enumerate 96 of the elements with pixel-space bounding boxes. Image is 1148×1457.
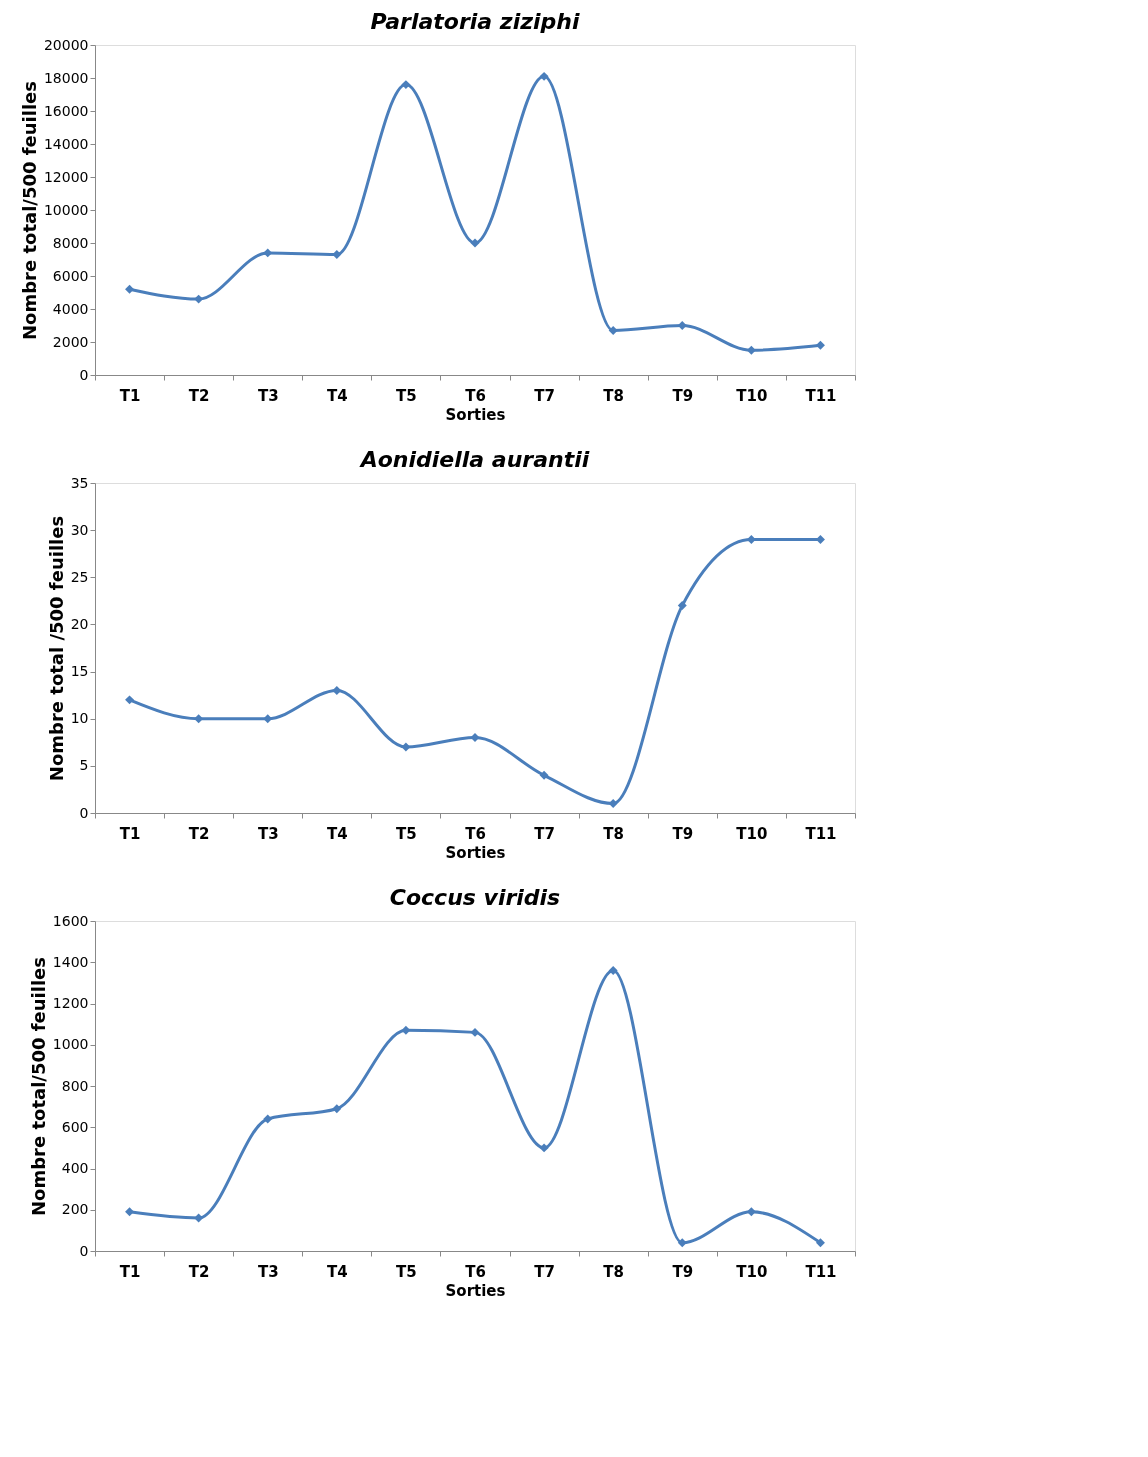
y-tick-label: 600 — [61, 1118, 89, 1135]
chart-title: Parlatoria ziziphi — [370, 9, 580, 34]
x-tick-label: T8 — [603, 1262, 625, 1281]
point — [815, 340, 825, 350]
y-tick-label: 0 — [79, 804, 89, 821]
point — [263, 1114, 273, 1124]
point — [677, 321, 687, 330]
point — [677, 1238, 687, 1248]
y-tick-label: 20000 — [43, 36, 89, 53]
x-tick-label: T5 — [396, 1262, 417, 1281]
x-tick-label: T7 — [534, 386, 555, 405]
y-tick-label: 800 — [61, 1077, 89, 1094]
x-tick-label: T5 — [396, 386, 417, 405]
x-tick-label: T11 — [805, 1262, 837, 1281]
x-tick-label: T1 — [119, 824, 141, 843]
x-tick-label: T1 — [119, 386, 141, 405]
point — [746, 1207, 756, 1217]
x-tick-label: T6 — [465, 386, 486, 405]
x-tick-label: T9 — [672, 824, 694, 843]
chart-title: Aonidiella aurantii — [358, 447, 590, 472]
x-tick-label: T3 — [257, 386, 279, 405]
point — [746, 345, 756, 355]
point — [470, 1027, 480, 1037]
x-tick-label: T10 — [736, 1262, 768, 1281]
point — [539, 71, 549, 81]
y-axis-title: Nombre total/500 feuilles — [18, 80, 40, 341]
point — [470, 238, 480, 248]
y-tick-label: 12000 — [43, 168, 89, 185]
x-tick-label: T2 — [188, 824, 210, 843]
y-axis-title: Nombre total/500 feuilles — [27, 956, 49, 1217]
x-tick-label: T4 — [326, 824, 348, 843]
point — [401, 1025, 411, 1035]
point — [125, 284, 135, 294]
chart-title: Coccus viridis — [389, 885, 561, 910]
y-tick-label: 400 — [61, 1160, 89, 1176]
y-tick-label: 30 — [70, 521, 89, 538]
x-tick-label: T9 — [672, 386, 694, 405]
point — [194, 1213, 204, 1223]
point — [539, 770, 549, 780]
point — [677, 601, 687, 611]
x-tick-label: T10 — [736, 824, 768, 843]
y-tick-label: 1400 — [52, 953, 89, 970]
x-axis-title: Sorties — [445, 1281, 506, 1300]
x-tick-label: T4 — [326, 1262, 348, 1281]
point — [401, 742, 411, 752]
x-tick-label: T3 — [257, 824, 279, 843]
point — [125, 695, 135, 705]
point — [332, 685, 342, 695]
y-tick-label: 14000 — [43, 135, 89, 152]
y-tick-label: 10 — [70, 710, 89, 727]
y-tick-label: 16000 — [43, 102, 89, 119]
y-tick-label: 1200 — [52, 995, 89, 1011]
y-tick-label: 25 — [70, 568, 89, 585]
x-axis-title: Sorties — [445, 405, 506, 424]
x-tick-label: T7 — [534, 824, 555, 843]
y-tick-label: 18000 — [43, 69, 89, 86]
x-tick-label: T11 — [805, 824, 837, 843]
y-axis-title: Nombre total /500 feuilles — [45, 515, 67, 782]
x-tick-label: T7 — [534, 1262, 555, 1281]
y-tick-label: 0 — [79, 366, 89, 383]
point — [401, 80, 411, 90]
y-tick-label: 10000 — [43, 201, 89, 218]
y-tick-label: 0 — [79, 1242, 89, 1259]
x-tick-label: T2 — [188, 1262, 210, 1281]
x-tick-label: T8 — [603, 824, 625, 843]
x-tick-label: T3 — [257, 1262, 279, 1281]
point — [332, 1104, 342, 1114]
x-tick-label: T6 — [465, 1262, 486, 1281]
x-tick-label: T6 — [465, 824, 486, 843]
y-tick-label: 8000 — [52, 234, 89, 251]
y-tick-label: 5 — [79, 757, 89, 774]
y-tick-label: 200 — [61, 1201, 89, 1218]
x-tick-label: T8 — [603, 386, 625, 405]
y-tick-label: 6000 — [52, 267, 89, 284]
y-tick-label: 1000 — [52, 1036, 89, 1053]
y-tick-label: 35 — [70, 474, 89, 491]
point — [608, 966, 618, 975]
y-tick-label: 1600 — [52, 912, 89, 929]
point — [608, 799, 618, 809]
x-axis-title: Sorties — [445, 843, 506, 862]
x-tick-label: T1 — [119, 1262, 141, 1281]
x-tick-label: T9 — [672, 1262, 694, 1281]
point — [815, 1238, 825, 1248]
point — [470, 733, 480, 743]
x-tick-label: T11 — [805, 386, 837, 405]
y-tick-label: 15 — [70, 663, 89, 680]
x-tick-label: T4 — [326, 386, 348, 405]
x-tick-label: T2 — [188, 386, 210, 405]
point — [608, 325, 618, 335]
y-tick-label: 4000 — [52, 300, 89, 317]
x-tick-label: T10 — [736, 386, 768, 405]
y-tick-label: 2000 — [52, 333, 89, 350]
y-tick-label: 20 — [70, 615, 89, 632]
point — [539, 1143, 549, 1153]
point — [746, 535, 756, 545]
x-tick-label: T5 — [396, 824, 417, 843]
